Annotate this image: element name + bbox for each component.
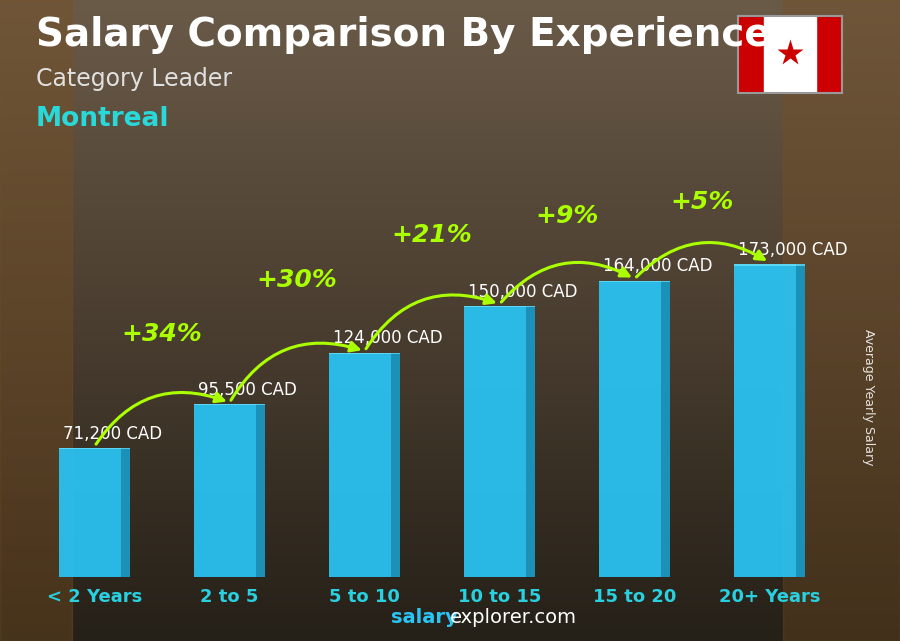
FancyBboxPatch shape — [194, 404, 265, 577]
Bar — [662, 281, 670, 577]
Bar — [392, 353, 400, 577]
Text: 71,200 CAD: 71,200 CAD — [63, 425, 163, 443]
Bar — [764, 16, 815, 93]
Bar — [815, 16, 842, 93]
Bar — [526, 306, 535, 577]
Text: Category Leader: Category Leader — [36, 67, 232, 91]
Text: Average Yearly Salary: Average Yearly Salary — [862, 329, 875, 465]
Text: +30%: +30% — [256, 269, 338, 292]
Bar — [464, 306, 535, 307]
Text: +21%: +21% — [392, 222, 472, 247]
Text: salary: salary — [392, 608, 458, 627]
Bar — [734, 264, 805, 266]
Bar — [796, 264, 805, 577]
Bar — [256, 404, 265, 577]
FancyBboxPatch shape — [599, 281, 670, 577]
Bar — [59, 448, 130, 449]
Text: +5%: +5% — [670, 190, 734, 214]
Text: +34%: +34% — [122, 322, 202, 346]
Bar — [122, 448, 130, 577]
Bar — [194, 404, 265, 405]
Bar — [329, 353, 400, 354]
FancyBboxPatch shape — [734, 264, 805, 577]
FancyBboxPatch shape — [329, 353, 400, 577]
Text: 173,000 CAD: 173,000 CAD — [738, 241, 848, 259]
Text: Montreal: Montreal — [36, 106, 169, 132]
Bar — [599, 281, 670, 282]
FancyBboxPatch shape — [59, 448, 130, 577]
Text: explorer.com: explorer.com — [450, 608, 577, 627]
Text: 95,500 CAD: 95,500 CAD — [198, 381, 297, 399]
Text: 124,000 CAD: 124,000 CAD — [333, 329, 443, 347]
Bar — [738, 16, 764, 93]
Text: +9%: +9% — [536, 204, 598, 228]
Text: 164,000 CAD: 164,000 CAD — [604, 257, 713, 275]
Text: 150,000 CAD: 150,000 CAD — [468, 283, 578, 301]
FancyBboxPatch shape — [464, 306, 535, 577]
Text: Salary Comparison By Experience: Salary Comparison By Experience — [36, 16, 770, 54]
